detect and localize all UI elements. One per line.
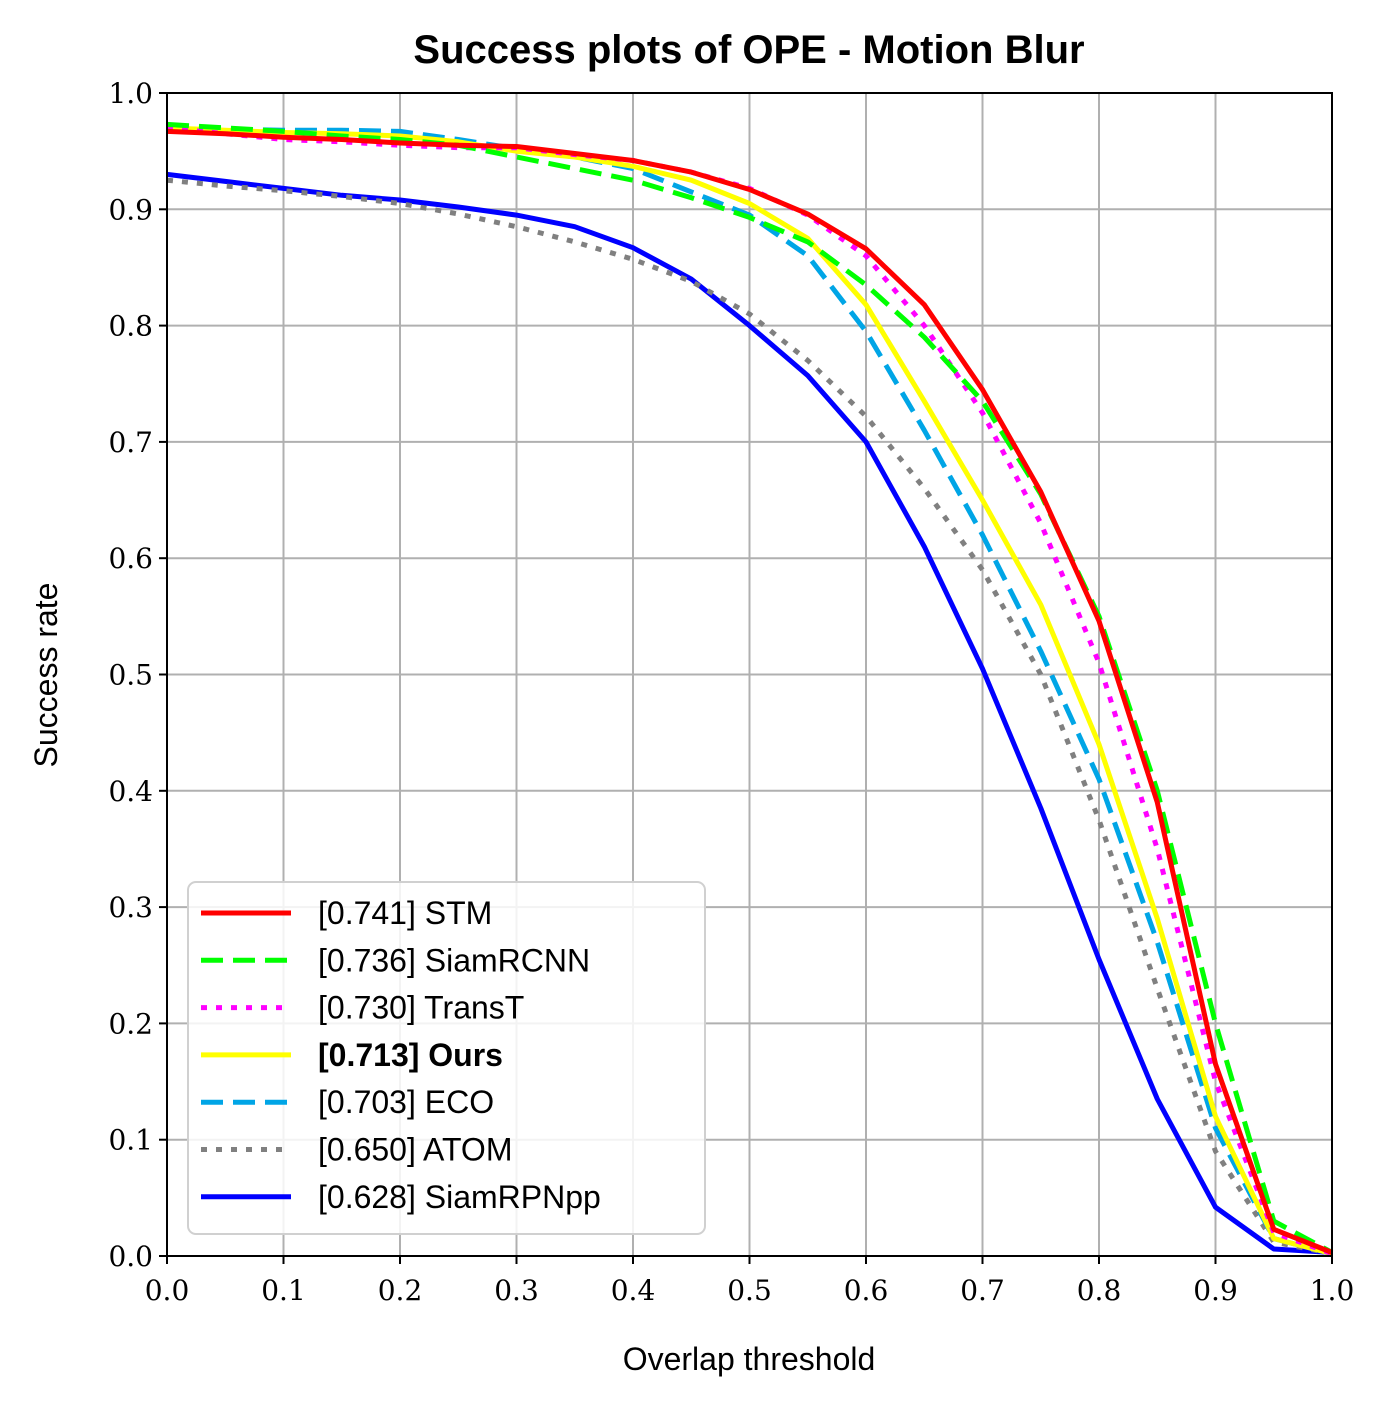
x-tick-label: 0.1: [261, 1274, 306, 1307]
legend-label-stm: [0.741] STM: [318, 895, 492, 931]
y-tick-label: 0.6: [108, 542, 153, 575]
legend: [0.741] STM [0.736] SiamRCNN [0.730] Trans…: [187, 881, 706, 1235]
series-line-siamrcnn: [166, 121, 1334, 1255]
series-line-siamrpnpp: [166, 171, 1333, 1255]
y-tick-label: 0.3: [108, 891, 153, 924]
legend-label-siamrpnpp: [0.628] SiamRPNpp: [318, 1179, 601, 1215]
x-tick-label: 0.2: [378, 1274, 423, 1307]
y-tick-label: 0.9: [108, 193, 153, 226]
x-tick-label: 0.7: [960, 1274, 1005, 1307]
legend-label-transt: [0.730] TransT: [318, 990, 524, 1026]
x-tick-label: 0.5: [727, 1274, 772, 1307]
chart-title: Success plots of OPE - Motion Blur: [413, 28, 1084, 72]
y-tick-label: 0.7: [108, 426, 153, 459]
legend-label-siamrcnn: [0.736] SiamRCNN: [318, 942, 590, 978]
legend-label-eco: [0.703] ECO: [318, 1084, 494, 1120]
x-tick-label: 0.0: [145, 1274, 190, 1307]
x-tick-label: 0.8: [1077, 1274, 1122, 1307]
series-line-stm: [166, 128, 1333, 1255]
x-tick-label: 0.3: [494, 1274, 539, 1307]
x-axis-label: Overlap threshold: [623, 1341, 876, 1377]
legend-box: [187, 881, 706, 1235]
y-tick-label: 1.0: [108, 77, 153, 110]
x-tick-label: 0.9: [1193, 1274, 1238, 1307]
legend-label-ours: [0.713] Ours: [318, 1037, 503, 1073]
series-line-atom: [166, 177, 1333, 1257]
axis-ticks: 0.0 0.1 0.2 0.3 0.4 0.5 0.6 0.7 0.8 0.9 1.0 0.0 0.1 0…: [108, 77, 1354, 1307]
y-tick-label: 0.0: [108, 1240, 153, 1273]
x-tick-label: 0.4: [611, 1274, 656, 1307]
y-tick-label: 0.5: [108, 659, 153, 692]
series-lines: [166, 121, 1334, 1257]
y-axis-label: Success rate: [28, 583, 64, 768]
y-tick-label: 0.1: [108, 1124, 153, 1157]
x-tick-label: 0.6: [844, 1274, 889, 1307]
series-line-ours: [166, 125, 1333, 1257]
y-tick-label: 0.8: [108, 310, 153, 343]
y-tick-label: 0.4: [108, 775, 153, 808]
legend-label-atom: [0.650] ATOM: [318, 1132, 512, 1168]
y-tick-label: 0.2: [108, 1007, 153, 1040]
x-tick-label: 1.0: [1310, 1274, 1355, 1307]
